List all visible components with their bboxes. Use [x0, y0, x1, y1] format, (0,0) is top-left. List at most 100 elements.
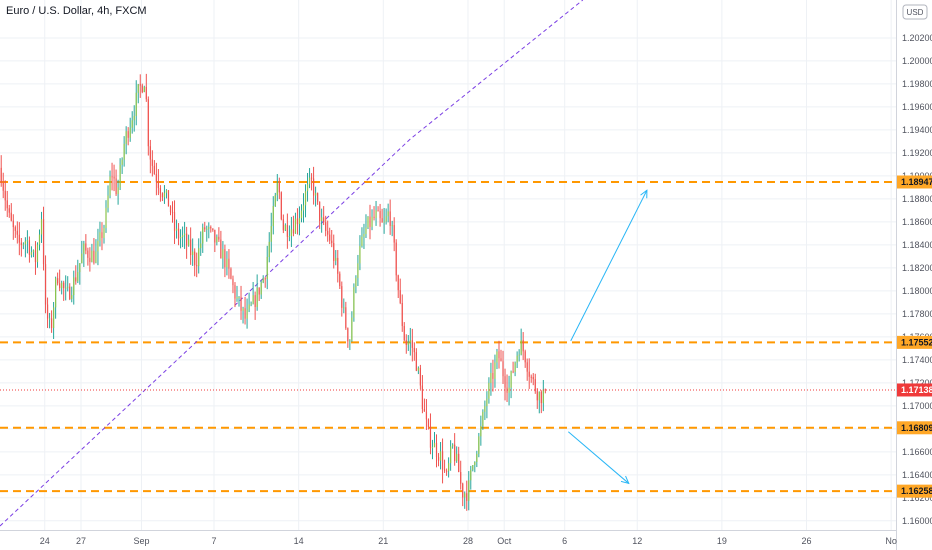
candle-body: [89, 257, 91, 262]
level-label-bg: [897, 335, 932, 349]
candle-body: [192, 251, 194, 256]
candle-body: [186, 233, 188, 246]
candle-body: [353, 287, 355, 318]
candle-body: [230, 268, 232, 279]
candle-body: [218, 236, 220, 240]
y-tick-label: 1.19400: [902, 125, 932, 135]
candle-body: [123, 143, 125, 160]
candle-body: [448, 463, 450, 472]
candle-body: [129, 127, 131, 138]
candle-body: [24, 241, 26, 245]
candle-body: [391, 225, 393, 227]
candle-body: [6, 200, 8, 209]
level-label: 1.16258: [901, 486, 932, 496]
candle-body: [528, 371, 530, 377]
candle-body: [464, 493, 466, 498]
candle-body: [244, 308, 246, 319]
x-tick-label: 14: [294, 536, 304, 546]
candle-body: [83, 243, 85, 254]
chart-title: Euro / U.S. Dollar, 4h, FXCM: [6, 5, 147, 17]
y-tick-label: 1.19800: [902, 79, 932, 89]
arrow-up: [570, 190, 648, 342]
candle-body: [99, 232, 101, 241]
candle-body: [163, 192, 166, 198]
candle-body: [40, 219, 43, 235]
candle-body: [224, 249, 226, 268]
candle-body: [399, 290, 401, 303]
candle-body: [458, 453, 460, 473]
candle-body: [103, 228, 105, 239]
candle-body: [435, 442, 438, 457]
candle-body: [498, 351, 500, 359]
candle-body: [258, 287, 260, 295]
candle-body: [212, 228, 214, 230]
candle-body: [343, 307, 345, 309]
candle-body: [262, 278, 264, 283]
candle-body: [157, 181, 160, 189]
candle-body: [329, 234, 331, 241]
candle-body: [494, 362, 496, 379]
candle-body: [536, 391, 538, 401]
candle-body: [456, 453, 458, 462]
y-tick-label: 1.19600: [902, 102, 932, 112]
time-axis[interactable]: 24 27 Sep 7 14 21 28 Oct 6 12 19 26 No: [0, 530, 897, 547]
candle-body: [504, 376, 506, 388]
candle-body: [490, 372, 492, 383]
candle-body: [419, 367, 421, 386]
candle-body: [240, 296, 242, 311]
y-tick-label: 1.17800: [902, 309, 932, 319]
candle-body: [44, 264, 47, 305]
candle-body: [236, 297, 238, 299]
candle-body: [18, 234, 20, 243]
candle-body: [16, 230, 18, 235]
candle-body: [423, 408, 426, 412]
candle-body: [282, 219, 284, 231]
candle-body: [331, 240, 333, 244]
candle-body: [365, 227, 367, 234]
candle-body: [516, 355, 518, 363]
price-axis[interactable]: 1.160001.162001.164001.166001.168001.170…: [896, 0, 932, 550]
candle-body: [109, 176, 111, 196]
candle-body: [171, 211, 174, 213]
candle-body: [500, 358, 502, 362]
candle-body: [12, 220, 14, 228]
y-tick-label: 1.18600: [902, 217, 932, 227]
candle-body: [415, 352, 417, 371]
candle-body: [79, 263, 81, 273]
candle-body: [431, 447, 434, 449]
candle-body: [351, 317, 353, 341]
candle-body: [450, 446, 452, 464]
candle-body: [141, 85, 143, 93]
y-tick-label: 1.16000: [902, 516, 932, 526]
candle-body: [59, 283, 61, 289]
arrow-up-head: [640, 189, 648, 199]
candle-body: [375, 210, 377, 218]
level-label: 1.18947: [901, 177, 932, 187]
candle-body: [167, 190, 170, 207]
candle-body: [226, 258, 228, 268]
candle-body: [484, 406, 486, 412]
candle-body: [57, 278, 59, 284]
candle-body: [127, 131, 129, 138]
candle-body: [425, 411, 428, 420]
candle-body: [101, 232, 103, 239]
candle-body: [53, 307, 55, 329]
candle-body: [165, 190, 168, 193]
candle-body: [482, 411, 484, 427]
candle-body: [385, 216, 387, 222]
x-tick-label: 12: [632, 536, 642, 546]
candle-body: [87, 250, 89, 258]
candle-body: [302, 205, 305, 211]
candle-body: [296, 218, 299, 225]
candle-body: [278, 182, 280, 193]
candle-body: [85, 243, 87, 251]
level-label-bg: [897, 421, 932, 435]
candle-body: [478, 436, 480, 454]
candle-body: [232, 278, 234, 286]
candle-body: [359, 245, 361, 264]
candle-body: [26, 240, 29, 242]
currency-badge[interactable]: USD: [902, 4, 928, 20]
trend-line-layer: [0, 0, 584, 527]
candle-body: [71, 295, 73, 300]
candle-body: [254, 295, 256, 307]
